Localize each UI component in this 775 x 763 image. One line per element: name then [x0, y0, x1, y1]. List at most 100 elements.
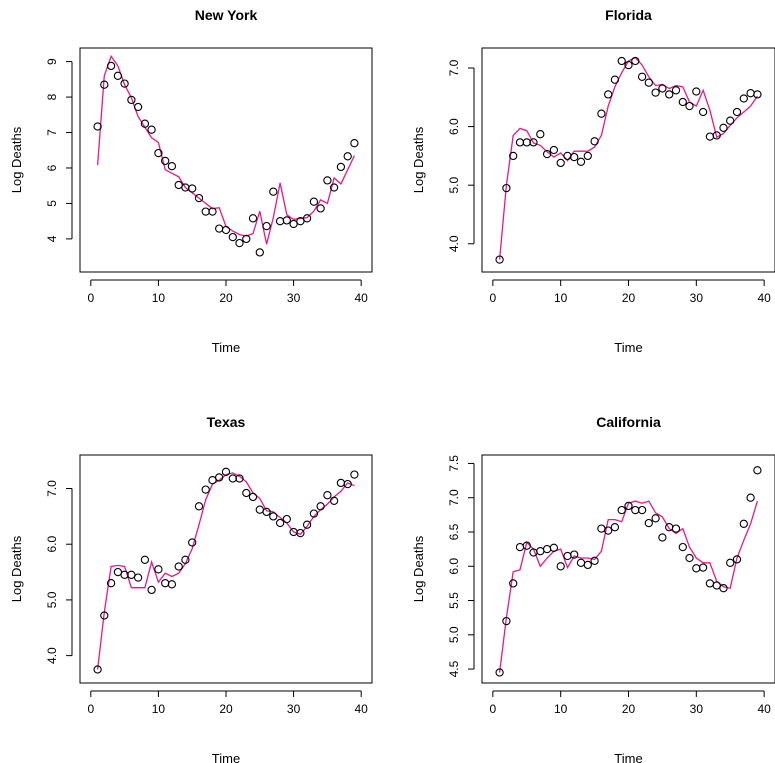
data-point	[597, 109, 606, 118]
data-point	[161, 156, 170, 166]
data-point	[556, 158, 565, 168]
data-point	[705, 132, 715, 141]
data-point	[154, 148, 163, 158]
data-point	[269, 187, 278, 196]
data-point	[350, 139, 359, 148]
data-point	[502, 616, 511, 626]
data-point	[604, 526, 613, 535]
data-point	[644, 78, 653, 87]
y-tick-label: 4.0	[45, 647, 59, 664]
data-point	[302, 520, 312, 529]
data-point	[188, 184, 197, 193]
data-point	[651, 88, 660, 97]
data-point	[658, 533, 667, 542]
y-tick-label: 4	[45, 235, 59, 242]
y-tick-label: 5.0	[45, 591, 59, 608]
data-point	[712, 131, 721, 140]
x-axis-label: Time	[614, 340, 642, 355]
data-point	[282, 514, 291, 524]
data-point	[221, 467, 231, 476]
data-point	[336, 162, 346, 172]
data-point	[127, 95, 136, 105]
data-point	[604, 90, 613, 99]
y-tick-label: 4.5	[447, 660, 461, 677]
data-point	[753, 466, 762, 475]
y-tick-label: 4.0	[447, 235, 461, 252]
data-point	[732, 555, 742, 564]
y-tick-label: 7.5	[447, 455, 461, 472]
x-tick-label: 10	[152, 291, 166, 305]
x-tick-label: 30	[690, 702, 704, 716]
chart-title: Florida	[605, 7, 652, 23]
data-point	[93, 122, 102, 131]
plot-data	[93, 54, 359, 257]
data-point	[201, 485, 210, 494]
data-point	[174, 562, 183, 571]
data-point	[576, 558, 586, 567]
data-point	[515, 542, 525, 552]
data-point	[698, 107, 708, 117]
data-point	[188, 538, 197, 547]
data-point	[248, 492, 258, 502]
data-point	[671, 524, 681, 533]
data-point	[343, 479, 352, 489]
y-tick-label: 7.0	[447, 489, 461, 506]
plot-data	[495, 466, 762, 677]
data-point	[576, 157, 586, 166]
data-point	[181, 555, 190, 564]
data-point	[698, 563, 708, 572]
x-tick-label: 10	[554, 702, 568, 716]
data-point	[658, 84, 667, 93]
data-point	[495, 255, 504, 264]
data-point	[502, 183, 511, 193]
x-tick-label: 30	[690, 291, 704, 305]
data-point	[753, 90, 762, 99]
x-tick-label: 10	[554, 291, 568, 305]
data-point	[726, 558, 735, 567]
chart-panel-3: California 0 10 20 30 40 4.5 5.0 5.5 6.0 6.5 7.0 7.5…	[411, 414, 775, 763]
data-point	[746, 89, 755, 98]
data-point	[120, 79, 129, 88]
data-point	[570, 550, 579, 559]
y-tick-label: 6.0	[45, 536, 59, 553]
data-point	[692, 564, 701, 573]
x-axis-label: Time	[212, 751, 240, 763]
data-point	[719, 123, 728, 132]
data-point	[174, 180, 183, 190]
x-tick-label: 40	[355, 702, 369, 716]
data-point	[563, 151, 572, 161]
data-point	[147, 125, 156, 134]
data-point	[329, 496, 339, 505]
data-point	[93, 665, 102, 674]
data-point	[309, 509, 319, 518]
data-point	[522, 541, 531, 550]
data-point	[235, 238, 244, 248]
data-point	[113, 71, 123, 80]
data-point	[597, 524, 606, 533]
y-tick-label: 5.0	[447, 177, 461, 194]
data-point	[536, 547, 545, 556]
x-tick-label: 30	[287, 702, 301, 716]
data-point	[746, 493, 755, 502]
data-point	[590, 137, 599, 146]
data-point	[100, 611, 109, 620]
data-point	[100, 80, 109, 89]
y-tick-label: 5	[45, 200, 59, 207]
data-point	[556, 562, 565, 571]
data-point	[106, 61, 116, 71]
data-point	[495, 668, 504, 677]
fitted-line	[498, 500, 759, 673]
data-point	[194, 502, 204, 511]
plot-data	[495, 56, 762, 264]
data-point	[685, 553, 694, 563]
data-point	[140, 119, 150, 128]
data-point	[549, 543, 559, 552]
x-tick-label: 0	[87, 702, 94, 716]
data-point	[671, 86, 681, 95]
data-point	[692, 87, 701, 96]
x-axis-label: Time	[614, 751, 642, 763]
data-point	[678, 97, 687, 107]
data-point	[235, 474, 244, 483]
data-point	[583, 151, 592, 161]
